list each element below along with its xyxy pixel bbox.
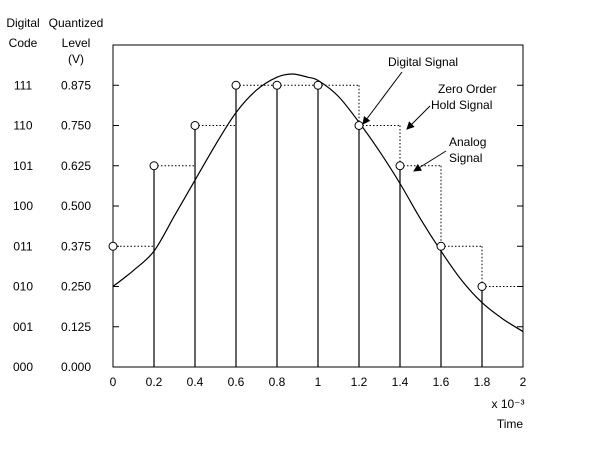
level-header-line2: Level bbox=[62, 36, 91, 50]
y-code-label: 110 bbox=[13, 119, 32, 133]
y-tick-labels: 000 0.000 001 0.125 010 0.250 011 0.375 100 0.500… bbox=[13, 78, 91, 374]
x-axis-label: Time bbox=[497, 417, 524, 431]
y-code-label: 011 bbox=[13, 239, 32, 253]
annotation-analog-line2: Signal bbox=[449, 151, 482, 165]
annotation-digital-signal: Digital Signal bbox=[388, 55, 458, 69]
x-tick-label: 1.4 bbox=[392, 375, 409, 389]
y-level-label: 0.000 bbox=[61, 360, 91, 374]
digital-sample-marker bbox=[313, 80, 323, 90]
y-code-label: 101 bbox=[13, 159, 33, 173]
digital-sample-marker bbox=[108, 241, 118, 251]
annotation-zoh-line1: Zero Order bbox=[438, 82, 497, 96]
x-tick-labels: 0 0.2 0.4 0.6 0.8 1 1.2 1.4 1.6 1.8 2 bbox=[110, 375, 527, 389]
y-code-label: 000 bbox=[13, 360, 33, 374]
x-tick-label: 0 bbox=[110, 375, 117, 389]
code-header-line1: Digital bbox=[6, 16, 39, 30]
x-tick-label: 1.8 bbox=[474, 375, 491, 389]
digital-sample-marker bbox=[231, 80, 241, 90]
y-level-label: 0.500 bbox=[61, 199, 91, 213]
digital-sample-marker bbox=[149, 161, 159, 171]
x-axis-scale-label: x 10⁻³ bbox=[491, 397, 524, 411]
digital-sample-marker bbox=[190, 121, 200, 130]
digital-sample-marker bbox=[436, 241, 446, 251]
y-code-label: 111 bbox=[14, 78, 33, 92]
x-tick-label: 1 bbox=[315, 375, 322, 389]
code-header-line2: Code bbox=[9, 36, 38, 50]
x-tick-label: 2 bbox=[520, 375, 527, 389]
y-code-label: 100 bbox=[13, 199, 33, 213]
x-tick-label: 1.2 bbox=[351, 375, 368, 389]
level-header-line1: Quantized bbox=[49, 16, 104, 30]
digital-signal-stems bbox=[153, 89, 483, 367]
annotation-digital-arrow bbox=[362, 71, 403, 125]
y-level-label: 0.750 bbox=[61, 119, 91, 133]
y-level-label: 0.125 bbox=[61, 320, 91, 334]
digital-sample-marker bbox=[272, 80, 282, 90]
digital-sample-marker bbox=[395, 161, 405, 171]
digital-signal-markers bbox=[108, 80, 487, 291]
x-tick-label: 0.8 bbox=[269, 375, 286, 389]
x-tick-label: 1.6 bbox=[433, 375, 450, 389]
y-ticks bbox=[113, 84, 523, 368]
y-code-label: 010 bbox=[13, 280, 33, 294]
y-level-label: 0.375 bbox=[61, 239, 91, 253]
analog-signal-curve bbox=[112, 73, 524, 333]
y-level-label: 0.875 bbox=[61, 78, 91, 92]
x-tick-label: 0.6 bbox=[228, 375, 245, 389]
x-tick-label: 0.2 bbox=[146, 375, 163, 389]
digital-sample-marker bbox=[477, 282, 487, 291]
level-header-line3: (V) bbox=[68, 52, 84, 66]
y-level-label: 0.250 bbox=[61, 280, 91, 294]
digital-sample-marker bbox=[354, 121, 364, 130]
annotation-zoh-line2: Hold Signal bbox=[431, 98, 492, 112]
x-tick-label: 0.4 bbox=[187, 375, 204, 389]
annotation-zoh-arrow bbox=[406, 105, 431, 130]
y-level-label: 0.625 bbox=[61, 159, 91, 173]
annotation-analog-line1: Analog bbox=[449, 135, 486, 149]
annotation-analog-arrow bbox=[413, 150, 447, 172]
y-code-label: 001 bbox=[13, 320, 33, 334]
